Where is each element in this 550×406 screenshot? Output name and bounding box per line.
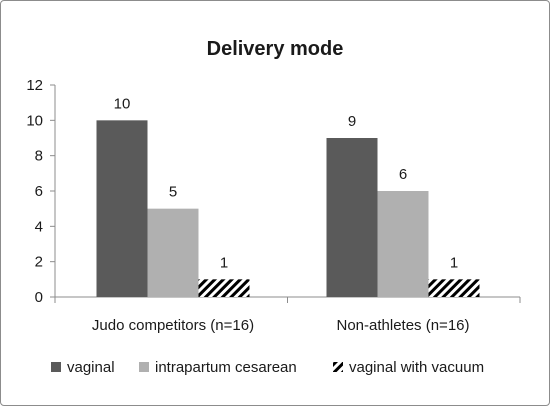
legend-swatch <box>51 362 61 372</box>
bar-intrapartum-cesarean-1 <box>377 191 429 297</box>
y-tick-label: 10 <box>26 112 43 129</box>
legend: vaginal intrapartum cesarean vaginal with … <box>51 359 484 376</box>
bar-vaginal-with-vacuum-1 <box>428 279 480 297</box>
category-label: Judo competitors (n=16) <box>92 317 254 334</box>
bar-intrapartum-cesarean-0 <box>147 208 199 297</box>
legend-label: vaginal <box>67 359 115 376</box>
bar-vaginal-1 <box>326 138 378 297</box>
y-tick-label: 8 <box>35 148 43 165</box>
category-label: Non-athletes (n=16) <box>337 317 470 334</box>
data-label: 1 <box>450 254 458 271</box>
legend-swatch <box>139 362 149 372</box>
data-label: 9 <box>348 113 356 130</box>
legend-label: vaginal with vacuum <box>349 359 484 376</box>
plot-area: 0 2 4 6 8 10 12 10 5 1 Judo competitors (n=16) 9 6 1 N… <box>26 77 521 334</box>
y-tick-label: 2 <box>35 254 43 271</box>
y-tick-label: 0 <box>35 289 43 306</box>
legend-swatch <box>333 362 343 372</box>
data-label: 5 <box>169 184 177 201</box>
bar-vaginal-0 <box>96 120 148 297</box>
y-tick-label: 12 <box>26 77 43 94</box>
data-label: 1 <box>220 254 228 271</box>
data-label: 10 <box>114 95 131 112</box>
bar-vaginal-with-vacuum-0 <box>198 279 250 297</box>
legend-label: intrapartum cesarean <box>155 359 297 376</box>
data-label: 6 <box>399 166 407 183</box>
y-tick-label: 4 <box>35 218 43 235</box>
chart-title: Delivery mode <box>207 38 344 60</box>
y-tick-label: 6 <box>35 183 43 200</box>
